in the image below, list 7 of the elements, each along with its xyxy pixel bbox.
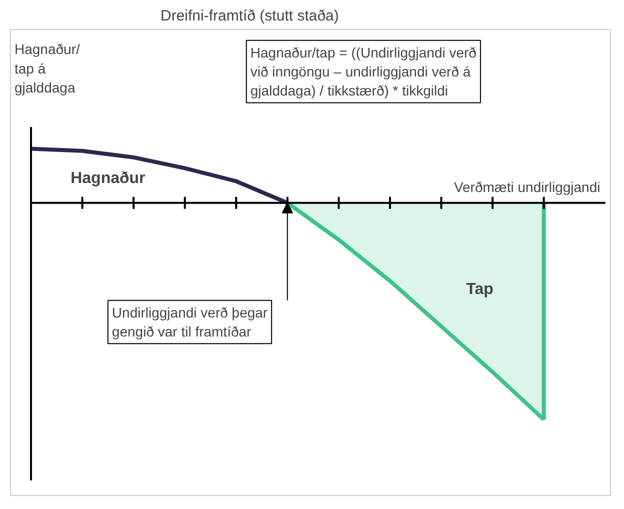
y-axis-title: Hagnaður/ tap á gjalddaga [14, 41, 80, 96]
text: Hagnaður/tap = ((Undirliggjandi verð við inngöngu – undirliggjandi verð á gjalddaga) / tikkstærð) * tikkgildi [250, 44, 477, 99]
chart-title: Dreifni-framtíð (stutt staða) [160, 8, 339, 24]
annotation: Undirliggjandi verð þegar gengið var til framtíðar [112, 304, 268, 340]
series-label: Tap [466, 281, 494, 298]
x-axis-title: Verðmæti undirliggjandi [454, 178, 600, 195]
series-label: Hagnaður [70, 170, 146, 188]
